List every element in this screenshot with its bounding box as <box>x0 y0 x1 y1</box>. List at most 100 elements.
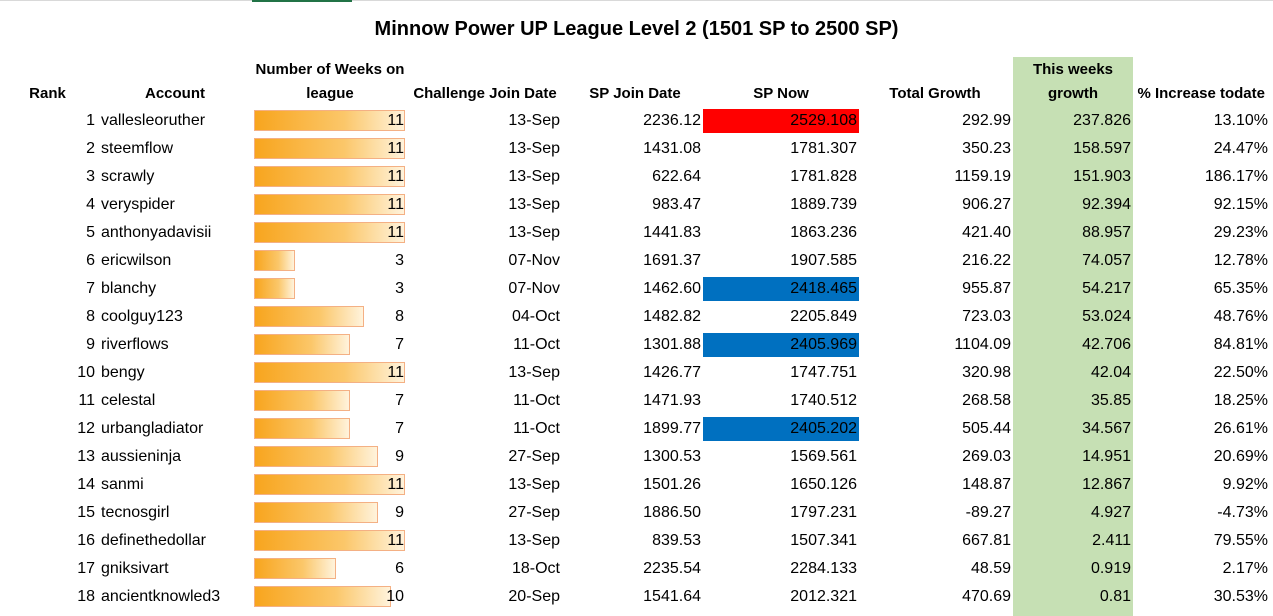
sp-join-cell[interactable]: 1691.37 <box>643 252 701 269</box>
weeks-cell[interactable]: 11 <box>253 163 406 191</box>
pct-increase-cell[interactable]: 20.69% <box>1213 448 1268 465</box>
total-growth-cell[interactable]: 350.23 <box>962 140 1011 157</box>
week-growth-cell[interactable]: 53.024 <box>1082 308 1131 325</box>
account-cell[interactable]: anthonyadavisii <box>101 224 212 241</box>
pct-increase-cell[interactable]: 79.55% <box>1213 532 1268 549</box>
rank-cell[interactable]: 8 <box>86 308 95 325</box>
sp-now-cell[interactable]: 1740.512 <box>703 387 859 415</box>
sp-join-cell[interactable]: 2235.54 <box>643 560 701 577</box>
weeks-cell[interactable]: 11 <box>253 191 406 219</box>
pct-increase-cell[interactable]: 24.47% <box>1213 140 1268 157</box>
week-growth-cell[interactable]: 54.217 <box>1082 280 1131 297</box>
header-weeks-line1[interactable]: Number of Weeks on <box>255 61 405 78</box>
account-cell[interactable]: bengy <box>101 364 145 381</box>
sp-join-cell[interactable]: 1899.77 <box>643 420 701 437</box>
week-growth-cell[interactable]: 2.411 <box>1092 532 1131 549</box>
account-cell[interactable]: scrawly <box>101 168 155 185</box>
weeks-cell[interactable]: 11 <box>253 471 406 499</box>
account-cell[interactable]: definethedollar <box>101 532 206 549</box>
sp-now-cell[interactable]: 1863.236 <box>703 219 859 247</box>
rank-cell[interactable]: 3 <box>86 168 95 185</box>
rank-cell[interactable]: 16 <box>77 532 95 549</box>
total-growth-cell[interactable]: 1159.19 <box>954 168 1011 185</box>
sp-now-cell[interactable]: 2284.133 <box>703 555 859 583</box>
join-date-cell[interactable]: 18-Oct <box>511 560 560 577</box>
rank-cell[interactable]: 10 <box>77 364 95 381</box>
rank-cell[interactable]: 12 <box>77 420 95 437</box>
join-date-cell[interactable]: 13-Sep <box>508 476 560 493</box>
sp-join-cell[interactable]: 1426.77 <box>643 364 701 381</box>
weeks-cell[interactable]: 8 <box>253 303 406 331</box>
header-rank[interactable]: Rank <box>29 85 66 102</box>
join-date-cell[interactable]: 13-Sep <box>508 112 560 129</box>
pct-increase-cell[interactable]: 65.35% <box>1213 280 1268 297</box>
sp-now-cell[interactable]: 1797.231 <box>703 499 859 527</box>
week-growth-cell[interactable]: 88.957 <box>1082 224 1131 241</box>
account-cell[interactable]: aussieninja <box>101 448 182 465</box>
pct-increase-cell[interactable]: -4.73% <box>1217 504 1268 521</box>
sheet-title[interactable]: Minnow Power UP League Level 2 (1501 SP … <box>374 18 899 40</box>
week-growth-cell[interactable]: 0.919 <box>1090 560 1131 577</box>
sp-now-cell[interactable]: 1650.126 <box>703 471 859 499</box>
rank-cell[interactable]: 18 <box>77 588 95 605</box>
header-sp-now[interactable]: SP Now <box>753 85 809 102</box>
sp-join-cell[interactable]: 839.53 <box>652 532 701 549</box>
weeks-cell[interactable]: 3 <box>253 275 406 303</box>
week-growth-cell[interactable]: 74.057 <box>1082 252 1131 269</box>
rank-cell[interactable]: 1 <box>86 112 95 129</box>
account-cell[interactable]: blanchy <box>101 280 157 297</box>
rank-cell[interactable]: 14 <box>77 476 95 493</box>
week-growth-cell[interactable]: 151.903 <box>1073 168 1131 185</box>
account-cell[interactable]: coolguy123 <box>101 308 183 325</box>
total-growth-cell[interactable]: 1104.09 <box>954 336 1011 353</box>
account-cell[interactable]: tecnosgirl <box>101 504 170 521</box>
join-date-cell[interactable]: 13-Sep <box>508 364 560 381</box>
total-growth-cell[interactable]: 320.98 <box>962 364 1011 381</box>
total-growth-cell[interactable]: 505.44 <box>962 420 1011 437</box>
rank-cell[interactable]: 4 <box>86 196 95 213</box>
pct-increase-cell[interactable]: 2.17% <box>1222 560 1268 577</box>
join-date-cell[interactable]: 13-Sep <box>508 140 560 157</box>
pct-increase-cell[interactable]: 13.10% <box>1213 112 1268 129</box>
total-growth-cell[interactable]: -89.27 <box>965 504 1011 521</box>
sp-join-cell[interactable]: 1471.93 <box>643 392 701 409</box>
sp-join-cell[interactable]: 1300.53 <box>643 448 701 465</box>
sp-now-cell[interactable]: 2405.969 <box>703 333 859 357</box>
header-sp-join[interactable]: SP Join Date <box>589 85 681 102</box>
total-growth-cell[interactable]: 723.03 <box>962 308 1011 325</box>
header-account[interactable]: Account <box>145 85 205 102</box>
week-growth-cell[interactable]: 12.867 <box>1082 476 1131 493</box>
join-date-cell[interactable]: 07-Nov <box>508 280 560 297</box>
join-date-cell[interactable]: 13-Sep <box>508 168 560 185</box>
sp-join-cell[interactable]: 983.47 <box>652 196 701 213</box>
sp-now-cell[interactable]: 1889.739 <box>703 191 859 219</box>
total-growth-cell[interactable]: 268.58 <box>962 392 1011 409</box>
total-growth-cell[interactable]: 470.69 <box>962 588 1011 605</box>
sp-now-cell[interactable]: 2012.321 <box>703 583 859 611</box>
total-growth-cell[interactable]: 955.87 <box>962 280 1011 297</box>
join-date-cell[interactable]: 20-Sep <box>508 588 560 605</box>
sp-join-cell[interactable]: 1541.64 <box>643 588 701 605</box>
pct-increase-cell[interactable]: 92.15% <box>1213 196 1268 213</box>
pct-increase-cell[interactable]: 30.53% <box>1213 588 1268 605</box>
weeks-cell[interactable]: 7 <box>253 415 406 443</box>
total-growth-cell[interactable]: 667.81 <box>962 532 1011 549</box>
header-week-growth-line2[interactable]: growth <box>1048 85 1098 102</box>
join-date-cell[interactable]: 27-Sep <box>508 504 560 521</box>
total-growth-cell[interactable]: 48.59 <box>970 560 1011 577</box>
join-date-cell[interactable]: 11-Oct <box>513 392 560 409</box>
weeks-cell[interactable]: 11 <box>253 359 406 387</box>
weeks-cell[interactable]: 9 <box>253 443 406 471</box>
sp-join-cell[interactable]: 622.64 <box>652 168 701 185</box>
account-cell[interactable]: veryspider <box>101 196 175 213</box>
join-date-cell[interactable]: 13-Sep <box>508 224 560 241</box>
rank-cell[interactable]: 17 <box>77 560 95 577</box>
weeks-cell[interactable]: 11 <box>253 219 406 247</box>
pct-increase-cell[interactable]: 12.78% <box>1213 252 1268 269</box>
rank-cell[interactable]: 13 <box>77 448 95 465</box>
account-cell[interactable]: urbangladiator <box>101 420 204 437</box>
sp-join-cell[interactable]: 1441.83 <box>643 224 701 241</box>
sp-join-cell[interactable]: 1501.26 <box>643 476 701 493</box>
week-growth-cell[interactable]: 158.597 <box>1073 140 1131 157</box>
sp-now-cell[interactable]: 1781.828 <box>703 163 859 191</box>
